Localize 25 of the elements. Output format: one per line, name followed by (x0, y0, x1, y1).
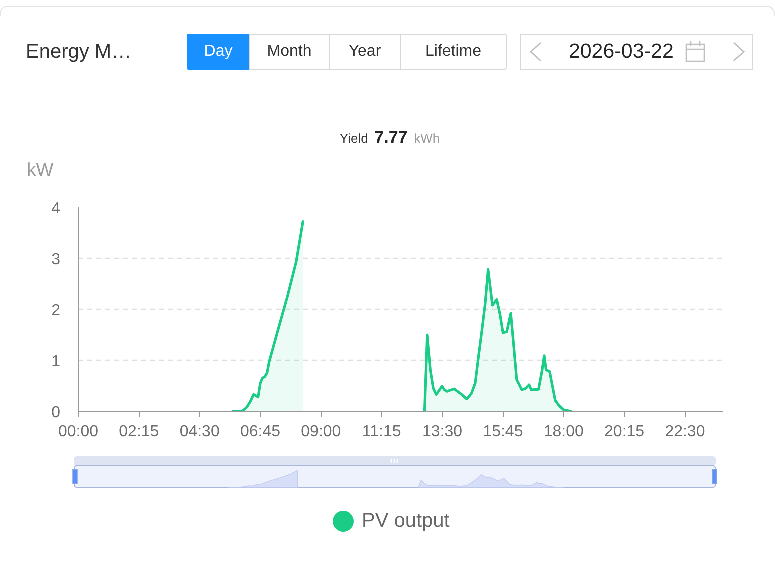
x-tick-label: 00:00 (58, 424, 99, 440)
x-tick-label: 22:30 (665, 424, 706, 440)
x-tick-label: 09:00 (301, 424, 342, 440)
text: Year (329, 34, 401, 70)
x-tick-label: 04:30 (180, 424, 220, 440)
text: 2026-03-22 (569, 39, 674, 65)
x-tick-label: 02:15 (119, 424, 160, 440)
text: Month (249, 34, 330, 70)
text: Day (187, 34, 250, 70)
y-tick-label: 4 (52, 200, 61, 218)
y-axis-title: kW (27, 158, 54, 182)
legend-label: PV output (362, 508, 450, 532)
y-tick-label: 1 (52, 354, 61, 370)
chart-subtitle: Yield 7.77 kWh (340, 128, 440, 147)
x-tick-label: 13:30 (422, 424, 463, 440)
x-tick-label: 15:45 (483, 424, 524, 440)
x-tick-label: 18:00 (544, 424, 584, 440)
chart-title: Energy M… (26, 40, 132, 65)
x-tick-label: 20:15 (604, 424, 645, 440)
x-tick-label: 06:45 (240, 424, 281, 440)
y-tick-label: 0 (52, 404, 61, 422)
y-tick-label: 2 (52, 302, 61, 320)
x-tick-label: 11:15 (362, 424, 402, 440)
text: Lifetime (400, 34, 507, 70)
y-tick-label: 3 (52, 252, 61, 268)
